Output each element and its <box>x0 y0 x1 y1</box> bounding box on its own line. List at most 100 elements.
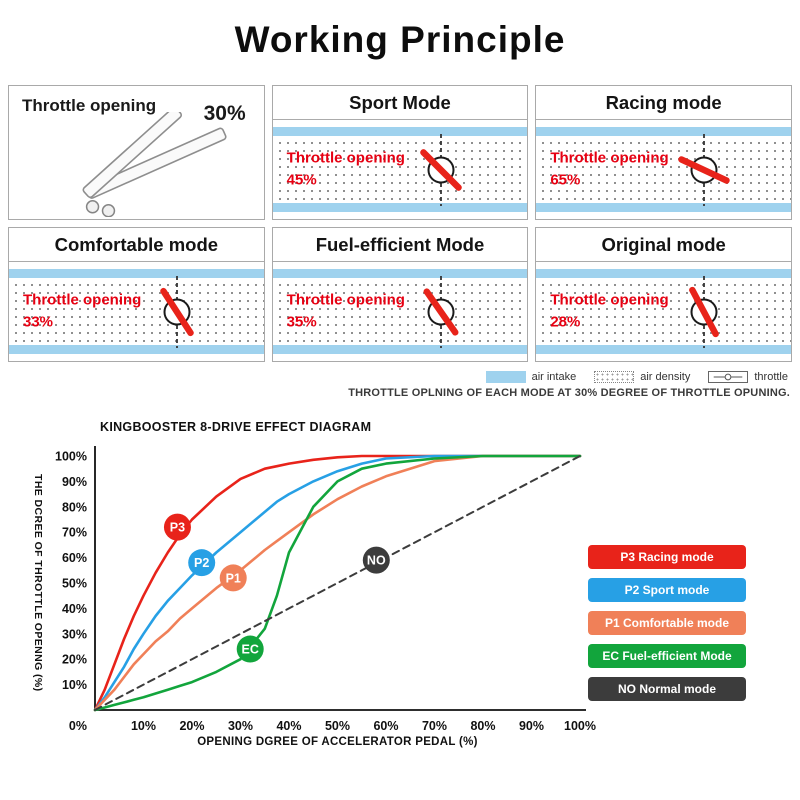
throttle-opening-label: Throttle opening <box>23 291 142 308</box>
chart-legend-P2: P2 Sport mode <box>588 578 746 602</box>
air-density-area <box>9 278 264 345</box>
throttle-bar <box>419 149 462 191</box>
panel-diagram: Throttle opening 65% <box>536 120 791 219</box>
throttle-bar <box>423 288 459 336</box>
air-density-swatch <box>594 371 635 383</box>
air-intake-swatch <box>485 371 526 383</box>
throttle-text: Throttle opening 45% <box>287 147 405 192</box>
panel-title: Fuel-efficient Mode <box>272 228 528 262</box>
mode-panel-racing: Racing mode Throttle opening 65% <box>535 85 792 220</box>
legend-air-density: air density <box>594 371 690 383</box>
y-tick: 70% <box>62 526 87 540</box>
y-tick: 10% <box>62 678 87 692</box>
throttle-opening-percent: 65% <box>550 171 581 189</box>
throttle-valve-icon <box>689 276 720 348</box>
air-intake-band-bottom <box>272 345 528 354</box>
throttle-opening-label: Throttle opening <box>550 149 669 166</box>
bubble-label-P1: P1 <box>226 571 241 585</box>
bubble-P2 <box>188 549 216 577</box>
throttle-opening-label: Throttle opening <box>286 291 405 308</box>
bubble-label-P3: P3 <box>170 521 185 535</box>
air-intake-band-top <box>272 127 528 136</box>
chart: THE DCREE OF THROTTLE OPENNG (%) 10% 20% 3… <box>0 438 800 786</box>
y-tick: 20% <box>62 653 87 667</box>
chart-legend-NO: NO Normal mode <box>588 677 746 701</box>
x-tick: 20% <box>179 719 204 733</box>
throttle-bar <box>678 156 731 184</box>
chart-title: KINGBOOSTER 8-DRIVE EFFECT DIAGRAM <box>100 420 372 434</box>
curve-P2 <box>93 454 582 712</box>
y-tick: 50% <box>62 577 87 591</box>
y-tick: 80% <box>62 500 87 514</box>
air-density-area <box>272 278 528 345</box>
throttle-opening-percent: 45% <box>286 171 317 189</box>
x-tick: 60% <box>373 719 398 733</box>
pedal-hinge-wheel <box>101 204 116 217</box>
panel-title: Comfortable mode <box>9 228 264 262</box>
throttle-swatch <box>708 371 749 383</box>
air-intake-band-top <box>536 127 791 136</box>
air-density-area <box>536 278 791 345</box>
pedal-illustration <box>82 112 227 217</box>
x-tick: 50% <box>325 719 350 733</box>
symbol-legend: air intake air density throttle <box>0 371 800 383</box>
throttle-bar <box>160 287 194 337</box>
y-tick: 100% <box>55 450 87 464</box>
bubble-P1 <box>219 564 247 592</box>
bubble-EC <box>236 635 264 663</box>
throttle-opening-label: Throttle opening <box>286 149 405 166</box>
air-intake-band-bottom <box>272 203 528 212</box>
y-tick: 60% <box>62 551 87 565</box>
throttle-text: Throttle opening 33% <box>23 289 141 334</box>
x-tick: 70% <box>422 719 447 733</box>
mode-grid: Throttle opening 30% Sport Mode Throttle… <box>0 85 800 362</box>
air-intake-band-top <box>9 269 264 278</box>
x-tick: 10% <box>131 719 156 733</box>
mode-panel-sport: Sport Mode Throttle opening 45% <box>271 85 529 220</box>
reference-throttle-percent: 30% <box>203 102 246 125</box>
throttle-valve-icon <box>160 276 194 348</box>
bubble-label-NO: NO <box>367 554 386 568</box>
air-intake-band-bottom <box>9 345 264 354</box>
curve-P3 <box>93 454 582 712</box>
x-tick: 40% <box>276 719 301 733</box>
throttle-opening-label: Throttle opening <box>550 291 669 308</box>
x-axis-label: OPENING DGREE OF ACCELERATOR PEDAL (%) <box>197 736 478 748</box>
bubble-NO <box>362 546 390 574</box>
panel-diagram: Throttle opening 45% <box>272 120 528 219</box>
throttle-valve-icon <box>678 134 731 206</box>
y-tick: 40% <box>62 602 87 616</box>
curve-NO <box>94 455 581 711</box>
caption: THROTTLE OPLNING OF EACH MODE AT 30% DEG… <box>348 387 790 399</box>
throttle-opening-percent: 33% <box>23 313 54 331</box>
throttle-symbol-icon <box>714 373 743 381</box>
legend-air-intake-label: air intake <box>531 371 577 383</box>
legend-throttle: throttle <box>708 371 788 383</box>
x-tick: 100% <box>564 719 596 733</box>
chart-legend-P1: P1 Comfortable mode <box>588 611 746 635</box>
curve-EC <box>93 454 582 712</box>
x-tick: 80% <box>470 719 495 733</box>
x-tick: 30% <box>228 719 253 733</box>
bubble-P3 <box>163 513 191 541</box>
y-tick: 30% <box>62 627 87 641</box>
air-density-area <box>272 136 528 203</box>
throttle-valve-icon <box>419 134 462 206</box>
y-axis-label: THE DCREE OF THROTTLE OPENNG (%) <box>32 474 44 692</box>
legend-throttle-label: throttle <box>754 371 788 383</box>
curve-P1 <box>93 454 582 712</box>
pedal-hinge-wheel <box>85 200 100 214</box>
air-density-area <box>536 136 791 203</box>
legend-air-intake: air intake <box>485 371 577 383</box>
throttle-text: Throttle opening 35% <box>287 289 405 334</box>
throttle-opening-percent: 35% <box>286 313 317 331</box>
panel-title: Racing mode <box>536 86 791 120</box>
throttle-text: Throttle opening 65% <box>550 147 668 192</box>
page-title: Working Principle <box>234 19 566 60</box>
chart-legend-P3: P3 Racing mode <box>588 545 746 569</box>
panel-diagram: Throttle opening 28% <box>536 262 791 361</box>
air-intake-band-bottom <box>536 203 791 212</box>
bubble-label-EC: EC <box>242 643 259 657</box>
mode-panel-fuel-efficient: Fuel-efficient Mode Throttle opening 35% <box>271 227 529 362</box>
